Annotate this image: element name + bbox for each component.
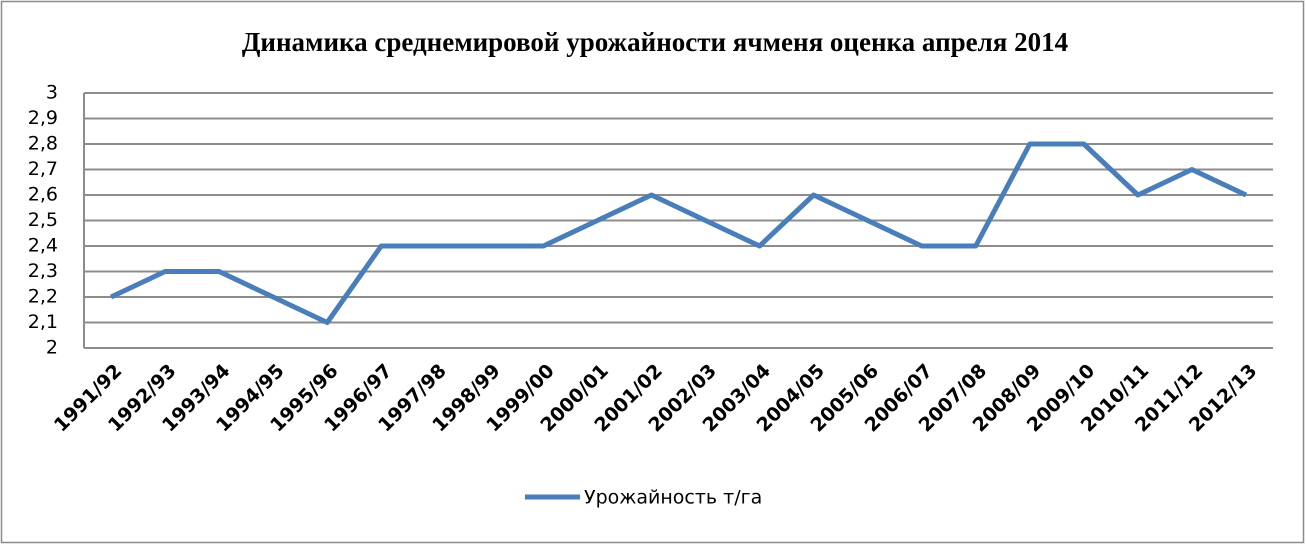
series-line (109, 141, 1248, 325)
y-tick-label: 2,6 (28, 184, 58, 206)
y-tick-label: 2,9 (28, 107, 58, 129)
chart-title: Динамика среднемировой урожайности ячмен… (242, 27, 1068, 57)
y-tick-label: 2,7 (28, 158, 58, 180)
y-tick-label: 2,2 (28, 286, 58, 308)
y-tick-label: 2,3 (28, 260, 58, 282)
y-tick-label: 2,8 (28, 133, 58, 155)
y-tick-label: 2,1 (28, 311, 58, 333)
y-tick-label: 2,4 (28, 235, 58, 257)
legend-label: Урожайность т/га (584, 487, 762, 509)
y-tick-label: 2,5 (28, 209, 58, 231)
y-tick-label: 2 (46, 337, 58, 359)
y-tick-label: 3 (46, 82, 58, 104)
